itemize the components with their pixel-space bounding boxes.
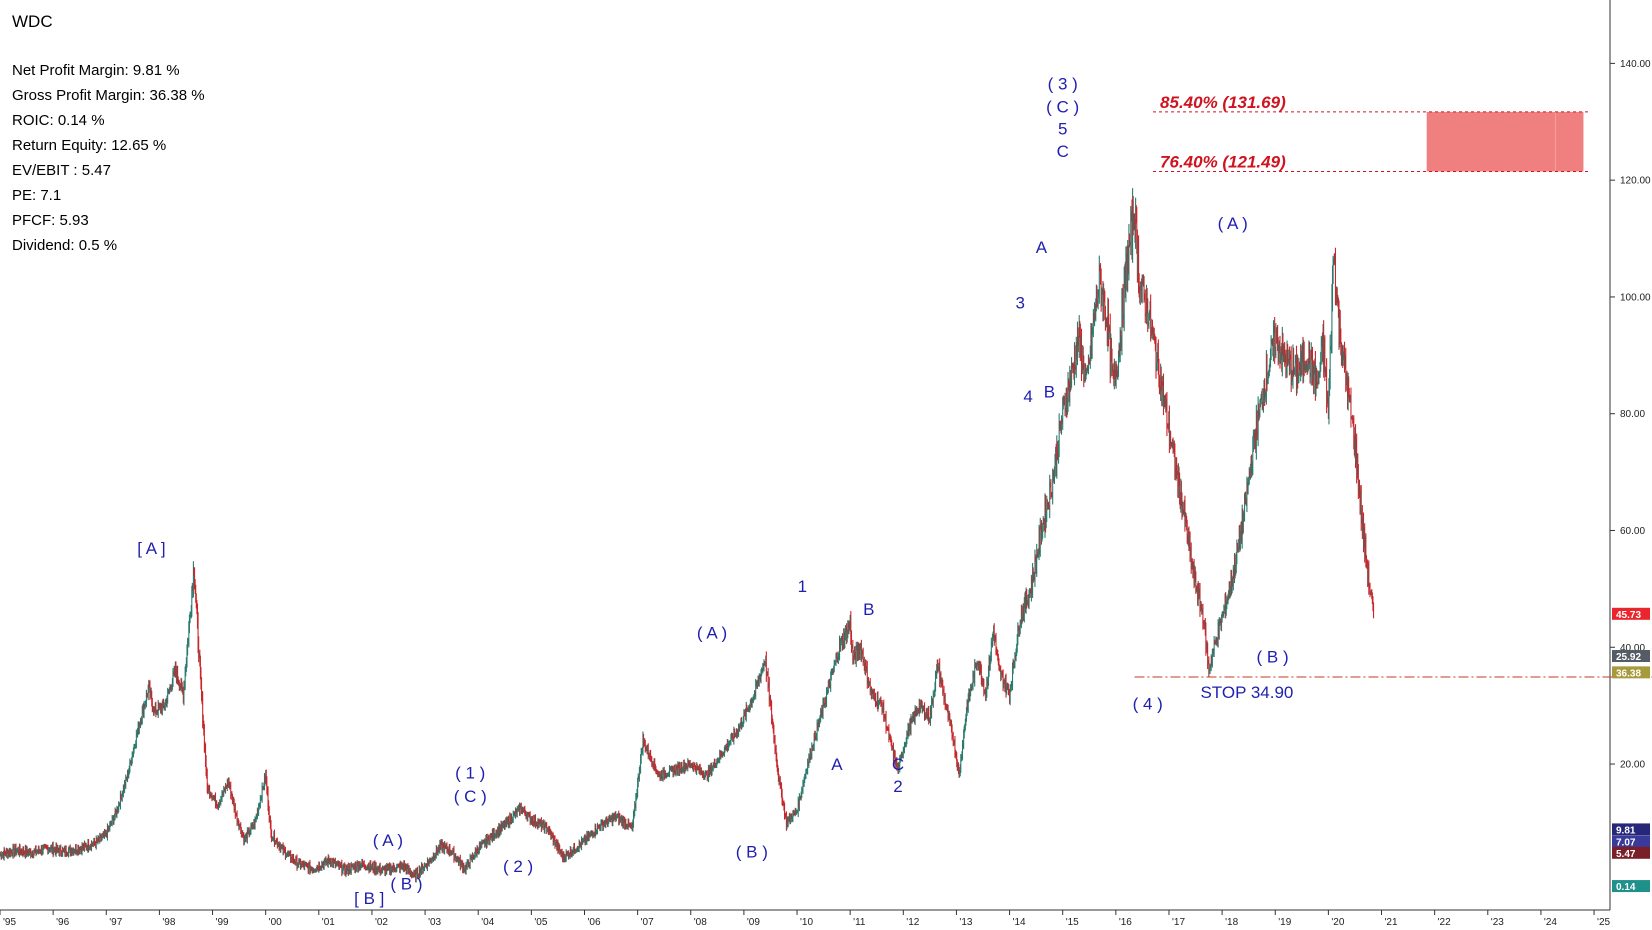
- x-tick-label: '19: [1278, 917, 1291, 928]
- wave-label: ( B ): [390, 875, 422, 894]
- wave-label: 1: [798, 577, 807, 596]
- x-tick-label: '05: [534, 917, 547, 928]
- x-tick-label: '17: [1172, 917, 1185, 928]
- price-marker: [1612, 880, 1650, 893]
- wave-label: ( B ): [1257, 647, 1289, 666]
- wave-label: ( 3 ): [1048, 75, 1078, 94]
- wave-label: [ B ]: [354, 889, 384, 908]
- y-tick-label: 100.00: [1620, 292, 1651, 303]
- fib-level-label: 85.40% (131.69): [1160, 93, 1286, 112]
- stat-ev-ebit: EV/EBIT : 5.47: [12, 162, 111, 179]
- wave-label: ( B ): [736, 842, 768, 861]
- wave-label: ( 1 ): [455, 764, 485, 783]
- x-tick-label: '04: [481, 917, 494, 928]
- price-marker-label: 36.38: [1616, 668, 1641, 679]
- stat-gross-profit-margin: Gross Profit Margin: 36.38 %: [12, 87, 205, 104]
- price-marker: [1612, 823, 1650, 836]
- wave-label: B: [1044, 382, 1055, 401]
- price-marker-label: 9.81: [1616, 825, 1636, 836]
- y-tick-label: 80.00: [1620, 409, 1645, 420]
- wave-label: [ A ]: [137, 539, 165, 558]
- wave-label: 4: [1023, 387, 1032, 406]
- x-tick-label: '00: [269, 917, 282, 928]
- x-tick-label: '15: [1066, 917, 1079, 928]
- x-tick-label: '08: [694, 917, 707, 928]
- x-tick-label: '01: [322, 917, 335, 928]
- x-tick-label: '10: [800, 917, 813, 928]
- target-zone: [1426, 111, 1584, 172]
- wave-label: ( 4 ): [1133, 695, 1163, 714]
- wave-label: ( A ): [373, 831, 403, 850]
- x-tick-label: '22: [1438, 917, 1451, 928]
- x-tick-label: '23: [1491, 917, 1504, 928]
- y-tick-label: 120.00: [1620, 176, 1651, 187]
- x-tick-label: '97: [109, 917, 122, 928]
- price-marker-label: 5.47: [1616, 849, 1636, 860]
- x-tick-label: '03: [428, 917, 441, 928]
- x-tick-label: '14: [1013, 917, 1026, 928]
- wave-label: B: [863, 600, 874, 619]
- price-marker-label: 25.92: [1616, 652, 1641, 663]
- x-tick-label: '25: [1597, 917, 1610, 928]
- x-tick-label: '20: [1331, 917, 1344, 928]
- stat-pe: PE: 7.1: [12, 187, 62, 204]
- x-tick-label: '96: [56, 917, 69, 928]
- wave-label: A: [1036, 238, 1048, 257]
- stats-panel: Net Profit Margin: 9.81 % Gross Profit M…: [12, 58, 205, 258]
- price-marker-label: 7.07: [1616, 838, 1636, 849]
- x-tick-label: '21: [1385, 917, 1398, 928]
- price-marker: [1612, 650, 1650, 663]
- x-tick-label: '16: [1119, 917, 1132, 928]
- wave-label: ( C ): [454, 787, 487, 806]
- y-tick-label: 140.00: [1620, 59, 1651, 70]
- y-tick-label: 20.00: [1620, 760, 1645, 771]
- x-tick-label: '09: [747, 917, 760, 928]
- wave-label: ( 2 ): [503, 857, 533, 876]
- chart-title: WDC: [12, 12, 53, 31]
- stat-dividend: Dividend: 0.5 %: [12, 237, 118, 254]
- x-tick-label: '11: [853, 917, 866, 928]
- x-tick-label: '13: [959, 917, 972, 928]
- y-tick-label: 60.00: [1620, 526, 1645, 537]
- price-marker: [1612, 835, 1650, 848]
- price-marker-label: 45.73: [1616, 610, 1641, 621]
- x-tick-label: '12: [906, 917, 919, 928]
- fib-level-label: 76.40% (121.49): [1160, 152, 1286, 171]
- price-marker: [1612, 607, 1650, 620]
- wave-label: ( A ): [697, 624, 727, 643]
- stat-return-equity: Return Equity: 12.65 %: [12, 137, 167, 154]
- y-tick-label: 40.00: [1620, 643, 1645, 654]
- x-tick-label: '95: [3, 917, 16, 928]
- wave-label: C: [892, 755, 904, 774]
- x-tick-label: '18: [1225, 917, 1238, 928]
- price-marker: [1612, 846, 1650, 859]
- wave-label: ( A ): [1218, 214, 1248, 233]
- x-tick-label: '24: [1544, 917, 1557, 928]
- wave-label: 5: [1058, 120, 1067, 139]
- stat-roic: ROIC: 0.14 %: [12, 112, 105, 129]
- price-marker-label: 0.14: [1616, 882, 1636, 893]
- price-marker: [1612, 666, 1650, 679]
- wave-label: 2: [893, 777, 902, 796]
- wave-label: 3: [1015, 294, 1024, 313]
- wave-label: C: [1057, 142, 1069, 161]
- x-tick-label: '07: [641, 917, 654, 928]
- stat-pfcf: PFCF: 5.93: [12, 212, 89, 229]
- x-tick-label: '06: [587, 917, 600, 928]
- x-tick-label: '98: [162, 917, 175, 928]
- wave-label: A: [831, 755, 843, 774]
- stat-net-profit-margin: Net Profit Margin: 9.81 %: [12, 62, 180, 79]
- stop-label: STOP 34.90: [1200, 683, 1293, 702]
- wave-label: ( C ): [1046, 97, 1079, 116]
- x-tick-label: '99: [216, 917, 229, 928]
- x-tick-label: '02: [375, 917, 388, 928]
- price-bars: [0, 188, 1375, 883]
